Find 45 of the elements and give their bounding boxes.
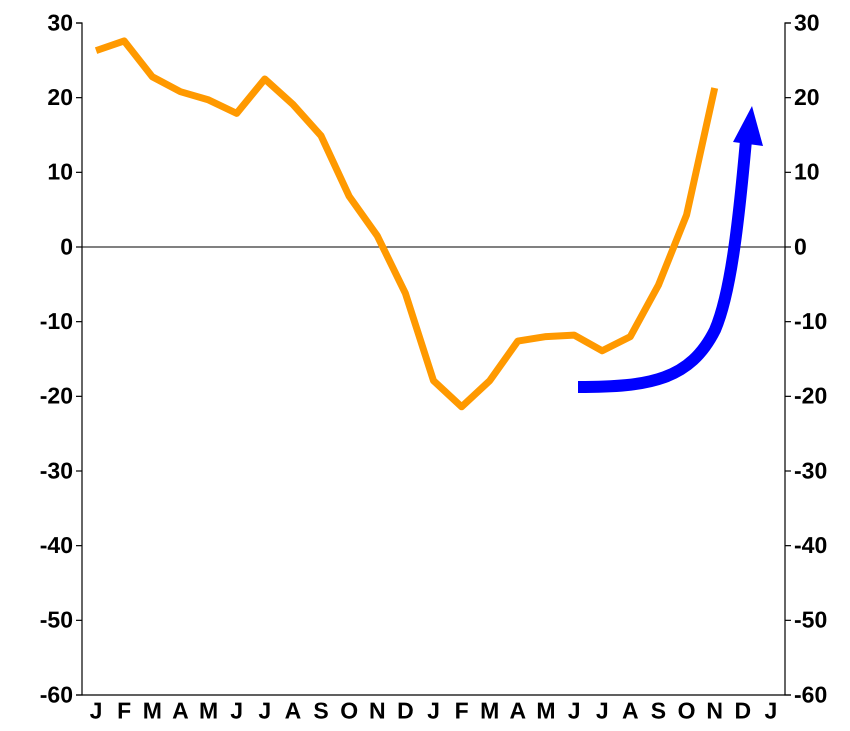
x-tick-label: J [258, 698, 272, 724]
x-tick-label: A [622, 698, 639, 724]
x-tick-label: F [117, 698, 132, 724]
x-tick-label: J [90, 698, 102, 724]
x-tick-label: M [198, 698, 218, 724]
x-tick-label: J [568, 698, 580, 724]
x-tick-label: J [596, 698, 609, 724]
y2-tick-label: 0 [794, 233, 807, 260]
x-tick-label: A [510, 698, 526, 724]
y2-tick-label: -60 [794, 681, 828, 708]
y-tick-label: 10 [47, 158, 73, 185]
y-tick-label: -20 [40, 382, 73, 409]
y-tick-label: -40 [40, 532, 73, 558]
y-tick-label: 20 [47, 84, 73, 110]
y2-tick-label: 10 [794, 158, 820, 185]
x-tick-label: O [678, 698, 696, 724]
x-tick-label: D [734, 698, 752, 724]
y-tick-label: 30 [47, 9, 73, 36]
x-tick-label: D [397, 698, 414, 724]
x-tick-label: N [368, 698, 386, 724]
x-tick-label: J [764, 698, 778, 724]
y2-tick-label: 20 [794, 84, 820, 110]
y2-tick-label: -20 [794, 382, 828, 409]
y-tick-label: 0 [60, 233, 73, 260]
y-tick-label: -30 [40, 457, 73, 484]
y-tick-label: -60 [40, 681, 73, 708]
y2-tick-label: 30 [794, 9, 820, 36]
y2-tick-label: -40 [794, 532, 828, 558]
x-tick-label: O [340, 698, 358, 724]
x-tick-label: F [454, 698, 469, 724]
x-tick-label: M [142, 698, 162, 724]
y2-tick-label: -50 [794, 606, 828, 633]
x-tick-label: J [230, 698, 244, 724]
y-tick-label: -10 [40, 308, 73, 334]
y2-tick-label: -30 [794, 457, 828, 484]
x-tick-label: A [284, 698, 302, 724]
x-tick-label: M [480, 698, 500, 724]
x-tick-label: J [427, 698, 440, 724]
x-tick-label: A [172, 698, 189, 724]
x-tick-label: S [650, 698, 666, 724]
x-tick-label: S [313, 698, 329, 724]
y-tick-label: -50 [40, 606, 73, 633]
x-tick-label: N [706, 698, 724, 724]
y2-tick-label: -10 [794, 308, 828, 334]
x-tick-label: M [536, 698, 556, 724]
